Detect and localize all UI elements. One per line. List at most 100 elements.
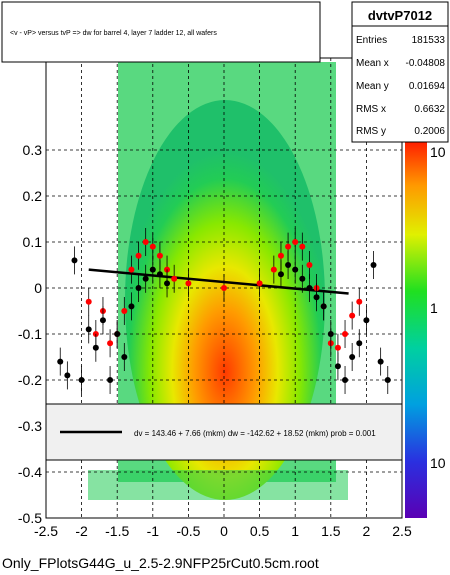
stats-value: 181533 (412, 35, 446, 46)
stats-value: 0.01694 (409, 81, 446, 92)
data-point (107, 377, 114, 383)
stats-label: Mean x (356, 58, 389, 69)
x-tick-label: -2.5 (34, 523, 58, 539)
fit-legend-text: dv = 143.46 + 7.66 (mkm) dw = -142.62 + … (134, 429, 376, 438)
stats-value: -0.04808 (406, 58, 446, 69)
data-point (121, 308, 128, 314)
y-tick-label: 0.1 (23, 234, 43, 250)
data-point (185, 280, 192, 287)
data-point (370, 262, 377, 268)
data-point (349, 312, 356, 319)
x-tick-label: 2 (363, 523, 371, 539)
x-tick-label: 2.5 (392, 523, 412, 539)
y-tick-labels: -0.5 -0.4 -0.3 -0.2 -0.1 0 0.1 0.2 0.3 (18, 142, 42, 526)
y-tick-label: -0.3 (18, 418, 42, 434)
fit-line (88, 268, 349, 295)
file-name: Only_FPlotsG44G_u_2.5-2.9NFP25rCut0.5cm.… (2, 555, 319, 571)
data-point (334, 363, 341, 370)
colorbar-tick: 10 (430, 144, 446, 160)
colorbar-tick: 10 (430, 455, 446, 471)
data-point (156, 252, 163, 259)
stats-label: RMS y (356, 126, 386, 137)
data-point (64, 372, 71, 379)
stats-value: 0.6632 (414, 104, 445, 115)
colorbar-tick: 1 (430, 300, 438, 316)
data-point (164, 280, 171, 287)
stats-name: dvtvP7012 (368, 8, 432, 23)
data-point (334, 344, 341, 351)
data-point (85, 326, 92, 333)
stats-value: 0.2006 (414, 126, 445, 137)
stats-label: Entries (356, 35, 387, 46)
data-point (384, 377, 391, 383)
x-tick-label: 0.5 (250, 523, 270, 539)
x-tick-labels: -2.5 -2 -1.5 -1 -0.5 0 0.5 1 1.5 2 2.5 (34, 523, 412, 539)
x-tick-label: -2 (75, 523, 88, 539)
data-point (342, 377, 349, 383)
data-point (299, 243, 306, 250)
data-point (135, 252, 142, 259)
data-point (306, 262, 313, 268)
y-tick-label: 0 (34, 280, 42, 296)
x-tick-label: -0.5 (176, 523, 200, 539)
y-tick-label: -0.4 (18, 464, 42, 480)
y-tick-label: 0.3 (23, 142, 43, 158)
data-point (285, 262, 292, 268)
data-point (377, 358, 384, 365)
y-tick-label: 0.2 (23, 188, 43, 204)
chart-title: <v - vP> versus tvP => dw for barrel 4, … (10, 30, 217, 37)
data-point (356, 298, 363, 305)
data-point (142, 275, 149, 282)
data-point (85, 298, 92, 305)
data-point (292, 266, 299, 273)
stats-box: dvtvP7012 Entries 181533 Mean x -0.04808… (351, 1, 449, 143)
data-point (363, 317, 370, 324)
data-point (277, 252, 284, 259)
data-point (171, 275, 178, 282)
stats-label: Mean y (356, 81, 389, 92)
title-box (1, 1, 321, 63)
data-point (221, 285, 227, 291)
x-tick-label: 1 (291, 523, 299, 539)
data-point (128, 303, 135, 310)
fit-legend: dv = 143.46 + 7.66 (mkm) dw = -142.62 + … (45, 403, 403, 461)
data-point (99, 317, 106, 324)
data-point (277, 271, 284, 278)
x-tick-label: -1.5 (105, 523, 129, 539)
data-point (299, 275, 306, 282)
data-point (92, 344, 99, 351)
x-tick-label: -1 (147, 523, 160, 539)
data-point (356, 340, 363, 347)
data-point (57, 358, 64, 365)
data-point (128, 266, 135, 273)
data-point (71, 257, 78, 264)
data-point (327, 331, 334, 337)
data-point (156, 271, 163, 278)
y-tick-label: -0.2 (18, 372, 42, 388)
data-point (256, 280, 263, 287)
x-tick-label: 0 (220, 523, 228, 539)
data-point (107, 340, 114, 347)
data-point (135, 285, 142, 291)
data-point (142, 239, 149, 245)
data-point (149, 266, 156, 273)
data-point (342, 331, 349, 337)
x-tick-label: 1.5 (321, 523, 341, 539)
data-point (306, 285, 313, 291)
data-point (349, 354, 356, 360)
data-point (149, 243, 156, 250)
data-point (78, 377, 85, 383)
data-point (313, 294, 320, 301)
data-points (57, 228, 391, 394)
stats-label: RMS x (356, 104, 386, 115)
data-point (292, 239, 299, 245)
data-point (320, 303, 327, 310)
data-point (114, 331, 121, 337)
data-point (270, 266, 277, 273)
colorbar (405, 140, 427, 518)
y-tick-label: -0.5 (18, 510, 42, 526)
data-point (285, 243, 292, 250)
y-tick-label: -0.1 (18, 326, 42, 342)
data-point (121, 354, 128, 360)
